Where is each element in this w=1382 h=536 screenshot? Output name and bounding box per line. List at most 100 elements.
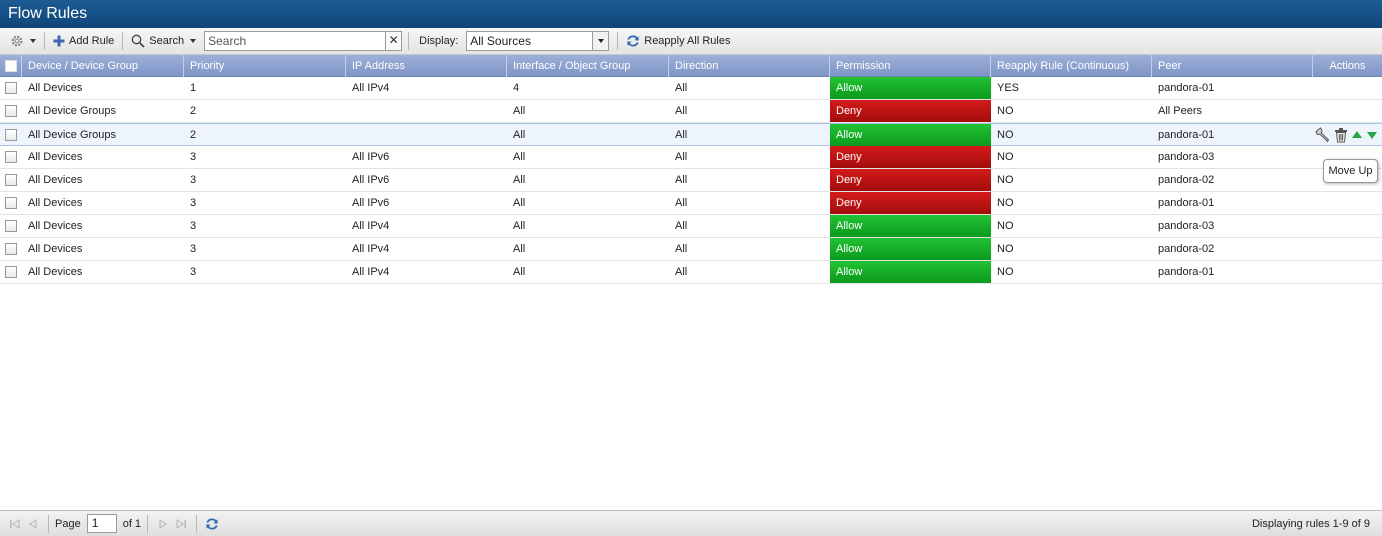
interface-cell: All <box>513 266 526 278</box>
priority-cell: 3 <box>190 197 197 209</box>
device-cell: All Devices <box>28 220 83 232</box>
move-down-icon[interactable] <box>1366 129 1378 141</box>
device-cell: All Device Groups <box>28 129 117 141</box>
window-title: Flow Rules <box>0 0 1382 28</box>
row-checkbox[interactable] <box>5 82 17 94</box>
edit-icon[interactable] <box>1315 127 1331 143</box>
clear-search-button[interactable]: ✕ <box>385 32 402 50</box>
row-checkbox[interactable] <box>5 220 17 232</box>
refresh-button[interactable] <box>203 515 221 533</box>
page-label: Page <box>55 517 81 530</box>
delete-icon[interactable] <box>1334 127 1348 143</box>
column-header-peer[interactable]: Peer <box>1152 55 1313 77</box>
display-label: Display: <box>419 35 459 47</box>
column-header-permission[interactable]: Permission <box>830 55 991 77</box>
table-row[interactable]: All Devices 3 All IPv4 All All Allow NO … <box>0 238 1382 261</box>
ip-address-cell: All IPv6 <box>352 174 390 186</box>
device-cell: All Device Groups <box>28 105 117 117</box>
column-header-direction[interactable]: Direction <box>669 55 830 77</box>
table-row[interactable]: All Devices 3 All IPv6 All All Deny NO p… <box>0 169 1382 192</box>
first-page-icon <box>10 518 20 529</box>
column-header-interface[interactable]: Interface / Object Group <box>507 55 669 77</box>
interface-cell: All <box>513 197 526 209</box>
add-rule-button[interactable]: Add Rule <box>47 30 120 52</box>
actions-cell <box>1313 261 1382 283</box>
reapply-cell: NO <box>997 197 1014 209</box>
direction-cell: All <box>675 220 688 232</box>
priority-cell: 2 <box>190 105 197 117</box>
reapply-cell: NO <box>997 266 1014 278</box>
interface-cell: All <box>513 243 526 255</box>
device-cell: All Devices <box>28 174 83 186</box>
peer-cell: pandora-02 <box>1158 243 1215 255</box>
row-checkbox[interactable] <box>5 174 17 186</box>
previous-page-icon <box>29 518 37 529</box>
row-checkbox[interactable] <box>5 105 17 117</box>
row-checkbox[interactable] <box>5 243 17 255</box>
row-checkbox[interactable] <box>5 197 17 209</box>
search-menu-button[interactable]: Search <box>125 30 202 52</box>
reapply-cell: NO <box>997 129 1014 141</box>
peer-cell: pandora-01 <box>1158 197 1215 209</box>
ip-address-cell: All IPv6 <box>352 151 390 163</box>
interface-cell: All <box>513 105 526 117</box>
last-page-icon <box>176 518 187 529</box>
ip-address-cell <box>346 100 507 122</box>
first-page-button[interactable] <box>6 515 24 533</box>
column-header-reapply-rule[interactable]: Reapply Rule (Continuous) <box>991 55 1152 77</box>
last-page-button[interactable] <box>172 515 190 533</box>
settings-menu-button[interactable] <box>4 30 42 52</box>
next-page-icon <box>159 518 167 529</box>
display-dropdown-arrow[interactable] <box>592 32 609 50</box>
table-row[interactable]: All Devices 3 All IPv4 All All Allow NO … <box>0 261 1382 284</box>
device-cell: All Devices <box>28 266 83 278</box>
column-header-device[interactable]: Device / Device Group <box>22 55 184 77</box>
priority-cell: 3 <box>190 151 197 163</box>
column-header-priority[interactable]: Priority <box>184 55 346 77</box>
move-up-icon[interactable] <box>1351 129 1363 141</box>
device-cell: All Devices <box>28 82 83 94</box>
toolbar-divider <box>44 32 45 50</box>
search-input[interactable] <box>205 32 386 50</box>
permission-badge: Allow <box>830 77 991 99</box>
permission-badge: Deny <box>830 192 991 214</box>
direction-cell: All <box>675 129 688 141</box>
table-row[interactable]: All Device Groups 2 All All Allow NO pan… <box>0 123 1382 146</box>
actions-cell <box>1313 124 1382 146</box>
permission-badge: Allow <box>830 238 991 260</box>
table-row[interactable]: All Device Groups 2 All All Deny NO All … <box>0 100 1382 123</box>
ip-address-cell: All IPv4 <box>352 220 390 232</box>
table-row[interactable]: All Devices 3 All IPv6 All All Deny NO p… <box>0 192 1382 215</box>
row-checkbox[interactable] <box>5 266 17 278</box>
direction-cell: All <box>675 151 688 163</box>
table-row[interactable]: All Devices 1 All IPv4 4 All Allow YES p… <box>0 77 1382 100</box>
select-all-checkbox[interactable] <box>4 60 17 72</box>
pager-divider <box>196 514 198 533</box>
next-page-button[interactable] <box>154 515 172 533</box>
reapply-cell: NO <box>997 174 1014 186</box>
page-number-input[interactable]: 1 <box>86 514 117 533</box>
row-checkbox-cell <box>0 215 22 237</box>
interface-cell: 4 <box>513 82 520 94</box>
peer-cell: pandora-01 <box>1158 266 1215 278</box>
ip-address-cell: All IPv4 <box>352 82 390 94</box>
table-row[interactable]: All Devices 3 All IPv6 All All Deny NO p… <box>0 146 1382 169</box>
display-select[interactable]: All Sources <box>466 31 610 51</box>
permission-badge: Allow <box>830 124 991 146</box>
row-checkbox[interactable] <box>5 151 17 163</box>
table-row[interactable]: All Devices 3 All IPv4 All All Allow NO … <box>0 215 1382 238</box>
row-checkbox-cell <box>0 146 22 168</box>
priority-cell: 3 <box>190 266 197 278</box>
reapply-all-rules-button[interactable]: Reapply All Rules <box>620 30 736 52</box>
device-cell: All Devices <box>28 197 83 209</box>
reapply-cell: YES <box>997 82 1020 94</box>
direction-cell: All <box>675 266 688 278</box>
reapply-cell: NO <box>997 105 1014 117</box>
reapply-cell: NO <box>997 151 1014 163</box>
column-header-ip-address[interactable]: IP Address <box>346 55 507 77</box>
permission-badge: Allow <box>830 261 991 283</box>
ip-address-cell: All IPv4 <box>352 243 390 255</box>
previous-page-button[interactable] <box>24 515 42 533</box>
row-checkbox[interactable] <box>5 129 17 141</box>
toolbar-divider <box>122 32 124 50</box>
